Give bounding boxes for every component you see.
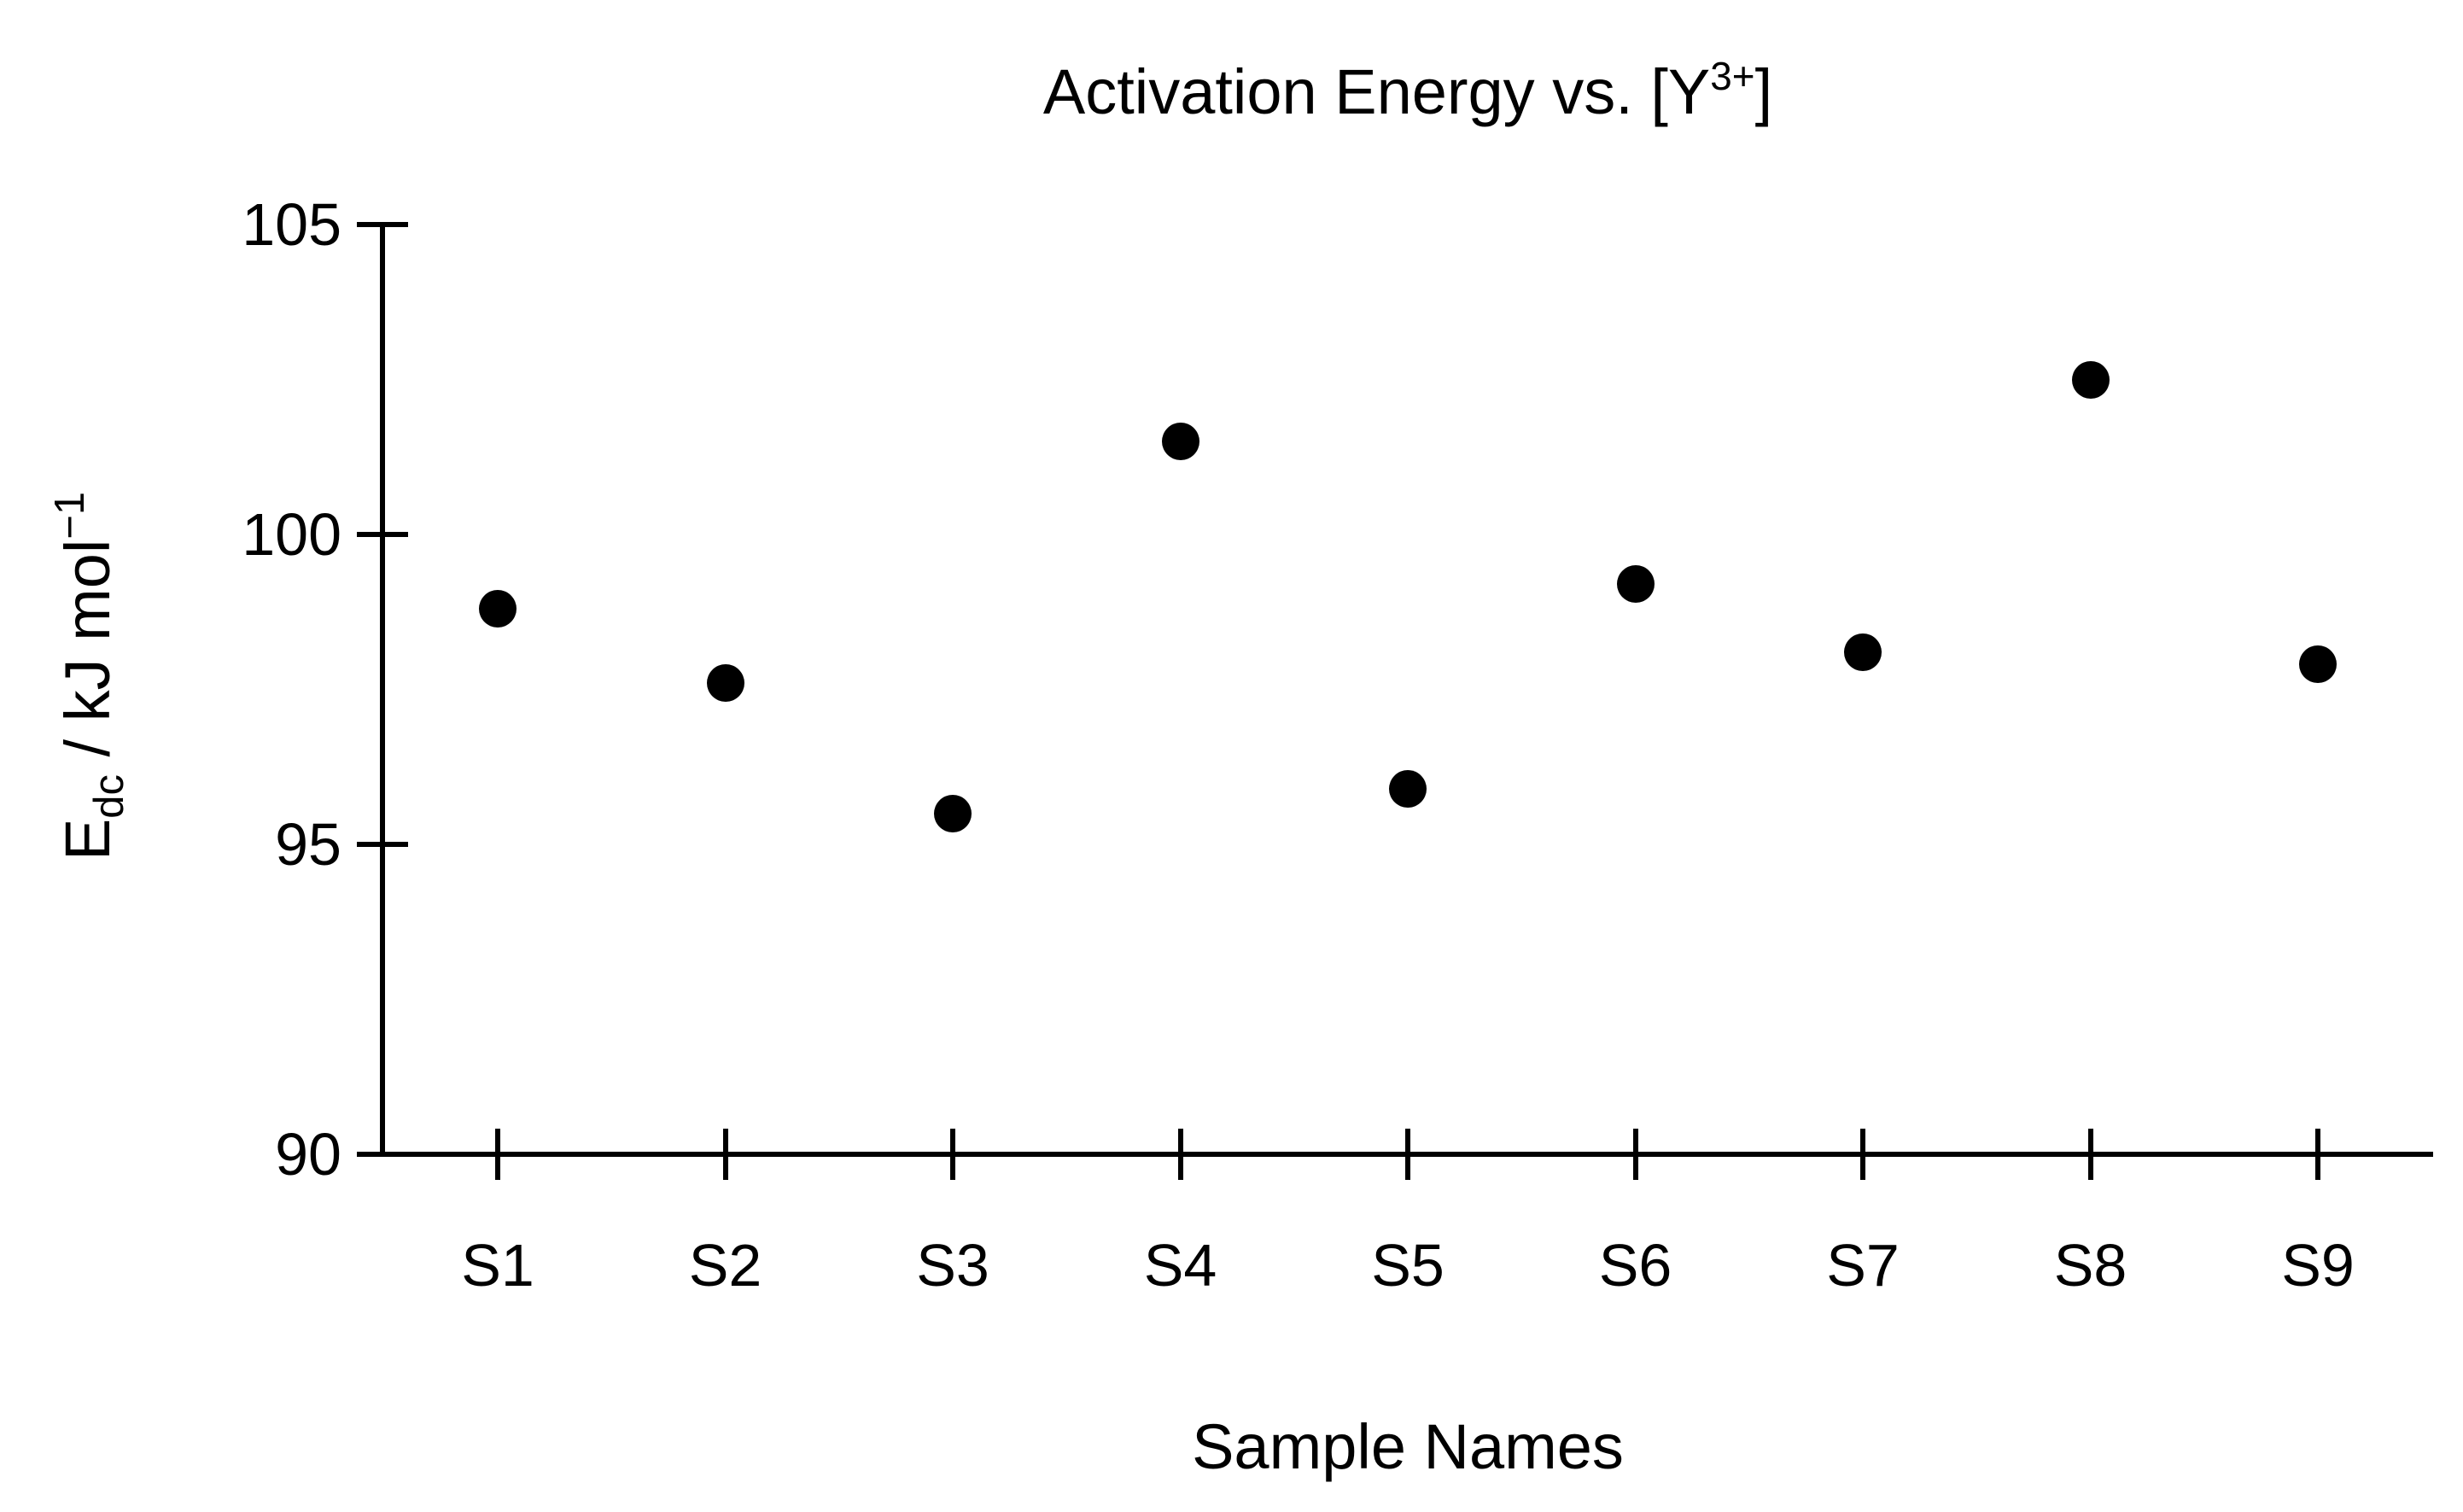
x-axis-label: Sample Names [1192, 1411, 1624, 1482]
x-tick-label-S9: S9 [2281, 1232, 2355, 1299]
x-tick-S4 [1177, 1129, 1183, 1180]
x-tick-label-S8: S8 [2053, 1232, 2127, 1299]
y-tick-label-105: 105 [242, 191, 341, 258]
y-axis-label-exponent: −1 [47, 491, 93, 540]
x-tick-label-S3: S3 [916, 1232, 989, 1299]
x-tick-S5 [1405, 1129, 1410, 1180]
data-point-S7 [1844, 633, 1882, 671]
chart-title-closing-bracket: ] [1754, 56, 1773, 127]
y-tick-label-95: 95 [275, 811, 341, 878]
x-tick-label-S6: S6 [1598, 1232, 1672, 1299]
chart-title-superscript: 3+ [1710, 54, 1755, 98]
data-point-S3 [934, 794, 972, 832]
data-point-S2 [706, 664, 744, 703]
x-tick-label-S7: S7 [1826, 1232, 1900, 1299]
y-axis-label: Edc / kJ mol−1 [46, 492, 133, 861]
y-axis-label-symbol: E [52, 818, 123, 861]
data-point-S5 [1389, 769, 1427, 808]
y-tick-95 [357, 842, 408, 847]
x-tick-label-S1: S1 [461, 1232, 534, 1299]
x-tick-S6 [1632, 1129, 1638, 1180]
y-tick-90 [357, 1152, 408, 1157]
chart-title: Activation Energy vs. [Y3+] [1043, 53, 1772, 128]
y-tick-100 [357, 532, 408, 537]
y-tick-label-90: 90 [275, 1121, 341, 1188]
x-tick-S2 [722, 1129, 728, 1180]
x-axis-line [357, 1152, 2433, 1157]
chart-title-text: Activation Energy vs. [Y [1042, 56, 1711, 127]
y-axis-label-units: / kJ mol [52, 539, 123, 775]
data-point-S6 [1616, 565, 1655, 604]
x-tick-S7 [1860, 1129, 1865, 1180]
y-axis-line [380, 225, 385, 1157]
y-tick-label-100: 100 [242, 501, 341, 568]
x-tick-S8 [2087, 1129, 2093, 1180]
x-tick-S9 [2315, 1129, 2320, 1180]
data-point-S9 [2299, 645, 2337, 684]
x-tick-label-S2: S2 [688, 1232, 762, 1299]
data-point-S4 [1161, 423, 1199, 461]
x-tick-label-S4: S4 [1143, 1232, 1217, 1299]
data-point-S1 [479, 590, 517, 628]
x-tick-label-S5: S5 [1371, 1232, 1445, 1299]
y-tick-105 [357, 222, 408, 227]
x-tick-S1 [495, 1129, 500, 1180]
x-tick-S3 [950, 1129, 955, 1180]
y-axis-label-subscript: dc [86, 774, 132, 819]
data-point-S8 [2071, 360, 2110, 399]
